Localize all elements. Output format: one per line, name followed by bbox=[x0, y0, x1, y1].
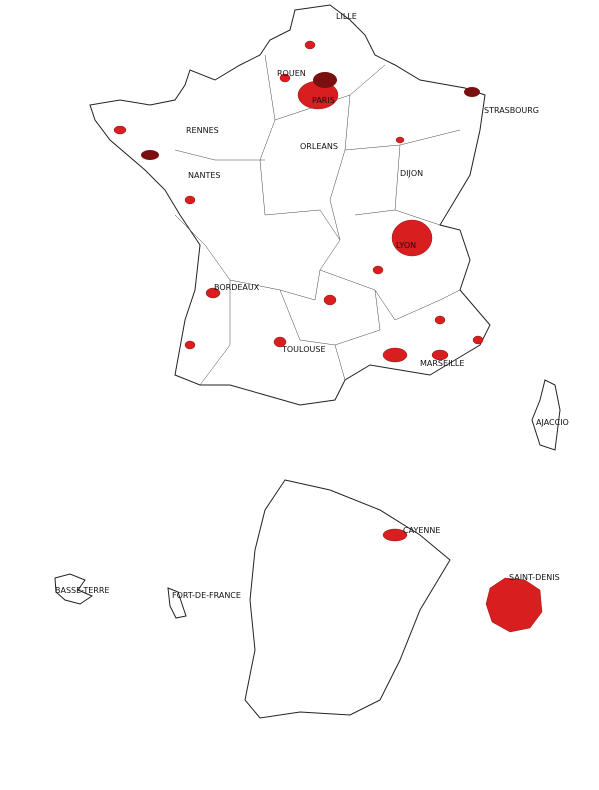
city-label: PARIS bbox=[312, 96, 335, 105]
city-label: TOULOUSE bbox=[281, 345, 326, 354]
urban-areas bbox=[113, 40, 484, 363]
city-label: BORDEAUX bbox=[214, 283, 260, 292]
city-label: LYON bbox=[396, 241, 416, 250]
city-label: DIJON bbox=[400, 169, 423, 178]
city-label: NANTES bbox=[188, 171, 220, 180]
metropole bbox=[89, 4, 561, 451]
city-label: CAYENNE bbox=[403, 526, 440, 535]
city-label: ROUEN bbox=[277, 69, 306, 78]
guadeloupe bbox=[54, 573, 94, 605]
guyane bbox=[244, 479, 451, 719]
cayenne-area bbox=[382, 528, 408, 542]
city-label: ORLEANS bbox=[300, 142, 338, 151]
city-label: LILLE bbox=[336, 12, 357, 21]
reunion bbox=[485, 577, 543, 633]
city-label: FORT-DE-FRANCE bbox=[172, 591, 241, 600]
city-label: RENNES bbox=[186, 126, 219, 135]
city-labels: LILLE ROUEN PARIS STRASBOURG RENNES ORLE… bbox=[55, 12, 569, 600]
city-label: SAINT-DENIS bbox=[509, 573, 560, 582]
city-label: AJACCIO bbox=[536, 418, 569, 427]
city-label: MARSEILLE bbox=[420, 359, 464, 368]
martinique bbox=[167, 587, 187, 619]
city-label: BASSE-TERRE bbox=[55, 586, 109, 595]
city-label: STRASBOURG bbox=[484, 106, 539, 115]
